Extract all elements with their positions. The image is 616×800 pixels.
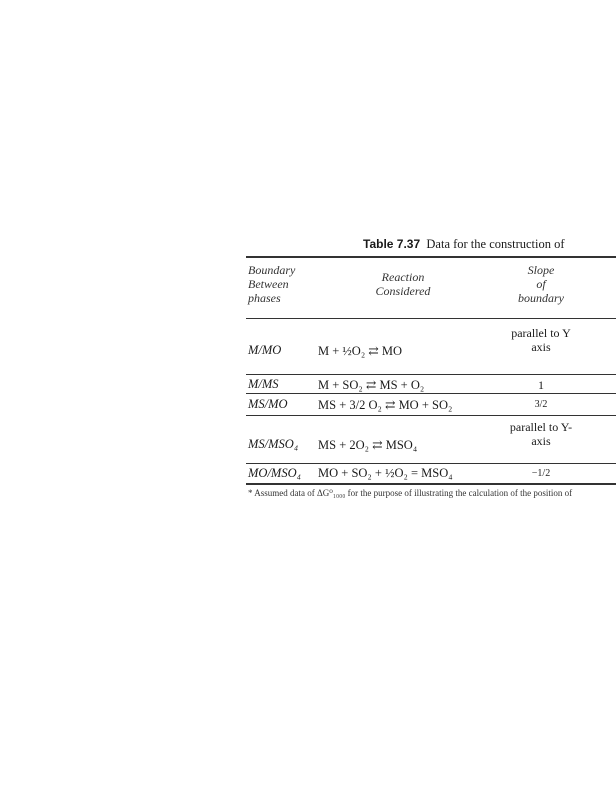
cell-boundary: MS/MO [248,397,288,411]
table-number: Table 7.37 [363,237,421,251]
header-line: of [536,277,546,291]
cell-boundary: M/MO [248,343,282,357]
header-line: Boundary [248,263,296,277]
header-line: Reaction [381,270,425,284]
cell-reaction: MS + 3/2 O₂ ⇄ MO + SO₂ [318,398,453,412]
cell-slope: parallel to Y axis [511,326,571,354]
header-line: boundary [518,291,564,305]
cell-boundary: MS/MSO₄ [248,437,299,451]
cell-reaction: MO + SO₂ + ½O₂ = MSO₄ [318,466,453,480]
row-rule [246,463,616,464]
header-slope: Slope of boundary [501,263,581,305]
cell-slope: parallel to Y-axis [509,420,573,448]
header-line: Between [248,277,289,291]
top-rule [246,256,616,258]
header-rule [246,318,616,319]
bottom-rule [246,483,616,485]
cell-reaction: M + ½O₂ ⇄ MO [318,344,403,358]
header-reaction: Reaction Considered [363,270,443,298]
header-line: Slope [527,263,555,277]
header-line: phases [248,291,281,305]
cell-boundary: MO/MSO₄ [248,466,301,480]
table-caption: Data for the construction of [426,237,565,251]
cell-slope: −1/2 [531,468,551,479]
cell-slope: 1 [538,378,544,392]
cell-slope: 3/2 [534,399,548,410]
row-rule [246,393,616,394]
row-rule [246,374,616,375]
footnote: * Assumed data of ΔG⁰₁₀₀₀ for the purpos… [248,488,573,498]
header-line: Considered [375,284,431,298]
cell-reaction: MS + 2O₂ ⇄ MSO₄ [318,438,418,452]
cell-reaction: M + SO₂ ⇄ MS + O₂ [318,378,425,392]
cell-boundary: M/MS [248,377,279,391]
header-boundary: Boundary Between phases [248,263,295,305]
table-title: Table 7.37 Data for the construction of [363,237,565,252]
row-rule [246,415,616,416]
